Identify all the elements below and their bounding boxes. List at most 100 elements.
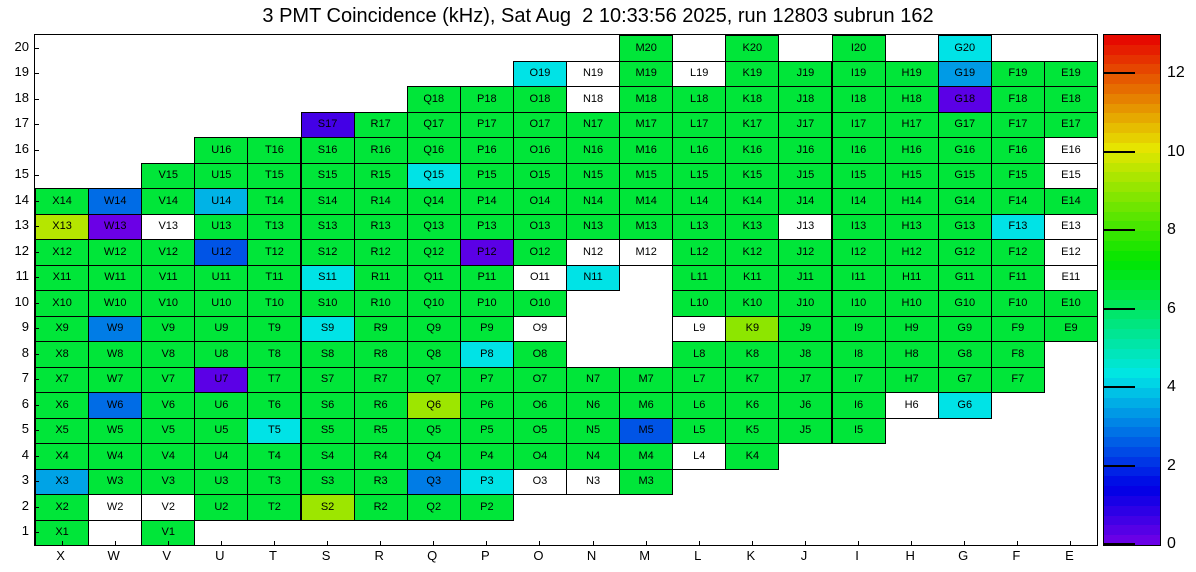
y-axis-tick	[35, 532, 39, 534]
heatmap-cell-R8: R8	[353, 341, 408, 368]
heatmap-cell-L15: L15	[672, 162, 727, 189]
cell-label: E10	[1061, 296, 1081, 309]
heatmap-cell-F15: F15	[990, 162, 1045, 189]
heatmap-cell-E19: E19	[1043, 60, 1098, 87]
heatmap-cell-X4: X4	[35, 443, 90, 470]
cell-label: G12	[954, 245, 976, 258]
cell-label: H18	[901, 92, 922, 105]
cell-label: L10	[690, 296, 709, 309]
cell-label: J16	[796, 143, 815, 156]
heatmap-cell-T5: T5	[247, 417, 302, 444]
cell-label: I14	[850, 194, 867, 207]
heatmap-cell-H9: H9	[884, 315, 939, 342]
y-axis-label-13: 13	[14, 217, 29, 233]
cell-label: O3	[532, 475, 548, 488]
cell-label: S11	[318, 271, 337, 284]
cell-label: M13	[635, 220, 657, 233]
cell-label: T7	[268, 373, 281, 386]
cell-label: W11	[104, 271, 127, 284]
heatmap-cell-P7: P7	[459, 366, 514, 393]
heatmap-cell-L5: L5	[672, 417, 727, 444]
cell-label: J14	[796, 194, 815, 207]
x-axis-tick	[327, 541, 329, 545]
heatmap-cell-J13: J13	[778, 213, 833, 240]
x-axis-label-M: M	[639, 548, 651, 563]
heatmap-cell-J10: J10	[778, 290, 833, 317]
colorbar-band	[1104, 131, 1160, 143]
heatmap-cell-V8: V8	[141, 341, 196, 368]
cell-label: K6	[745, 398, 760, 411]
cell-label: E12	[1061, 245, 1081, 258]
heatmap-cell-L18: L18	[672, 86, 727, 113]
x-axis-tick	[433, 541, 435, 545]
heatmap-cell-M19: M19	[619, 60, 674, 87]
heatmap-cell-L16: L16	[672, 137, 727, 164]
y-axis-label-6: 6	[21, 395, 29, 411]
heatmap-cell-R12: R12	[353, 239, 408, 266]
cell-label: K13	[742, 220, 763, 233]
heatmap-cell-O19: O19	[512, 60, 567, 87]
heatmap-cell-L9: L9	[672, 315, 727, 342]
heatmap-cell-I20: I20	[831, 35, 886, 62]
cell-label: S10	[317, 296, 338, 309]
colorbar-band	[1104, 445, 1160, 457]
y-axis-label-2: 2	[21, 497, 29, 513]
cell-label: G16	[954, 143, 976, 156]
colorbar-tick	[1104, 543, 1135, 545]
y-axis-label-18: 18	[14, 89, 29, 105]
cell-label: V14	[158, 194, 179, 207]
cell-label: E9	[1064, 322, 1078, 335]
colorbar-band	[1104, 386, 1160, 398]
cell-label: S14	[317, 194, 338, 207]
cell-label: K14	[742, 194, 763, 207]
heatmap-cell-J15: J15	[778, 162, 833, 189]
heatmap-cell-W13: W13	[88, 213, 143, 240]
heatmap-cell-M18: M18	[619, 86, 674, 113]
heatmap-cell-S17: S17	[300, 111, 355, 138]
cell-label: M19	[635, 67, 657, 80]
cell-label: I12	[850, 245, 867, 258]
heatmap-cell-H16: H16	[884, 137, 939, 164]
x-axis-label-J: J	[800, 548, 808, 563]
cell-label: W5	[106, 424, 124, 437]
y-axis-tick	[35, 200, 39, 202]
heatmap-cell-N7: N7	[566, 366, 621, 393]
heatmap-cell-Q2: Q2	[406, 494, 461, 521]
cell-label: W8	[106, 347, 124, 360]
cell-label: M6	[638, 398, 654, 411]
heatmap-cell-J12: J12	[778, 239, 833, 266]
cell-label: X5	[55, 424, 69, 437]
heatmap-cell-R10: R10	[353, 290, 408, 317]
x-axis-label-X: X	[56, 548, 65, 563]
heatmap-cell-P6: P6	[459, 392, 514, 419]
heatmap-cell-E14: E14	[1043, 188, 1098, 215]
cell-label: X10	[52, 296, 72, 309]
colorbar-band	[1104, 318, 1160, 330]
cell-label: E15	[1061, 169, 1081, 182]
colorbar-band	[1104, 190, 1160, 202]
cell-label: L5	[693, 424, 706, 437]
heatmap-cell-F18: F18	[990, 86, 1045, 113]
colorbar-band	[1104, 435, 1160, 447]
heatmap-cell-H12: H12	[884, 239, 939, 266]
heatmap-cell-F10: F10	[990, 290, 1045, 317]
cell-label: E11	[1061, 271, 1081, 284]
cell-label: V11	[158, 271, 178, 284]
cell-label: F18	[1008, 92, 1028, 105]
y-axis-tick	[35, 98, 39, 100]
heatmap-cell-N14: N14	[566, 188, 621, 215]
heatmap-cell-R9: R9	[353, 315, 408, 342]
heatmap-cell-S2: S2	[300, 494, 355, 521]
cell-label: L18	[690, 92, 709, 105]
heatmap-cell-L8: L8	[672, 341, 727, 368]
colorbar-band	[1104, 288, 1160, 300]
cell-label: I18	[850, 92, 867, 105]
colorbar-band	[1104, 259, 1160, 271]
heatmap-cell-Q15: Q15	[406, 162, 461, 189]
colorbar-band	[1104, 416, 1160, 428]
cell-label: K10	[742, 296, 763, 309]
heatmap-cell-P16: P16	[459, 137, 514, 164]
heatmap-cell-T8: T8	[247, 341, 302, 368]
x-axis-label-G: G	[958, 548, 969, 563]
cell-label: G10	[954, 296, 976, 309]
